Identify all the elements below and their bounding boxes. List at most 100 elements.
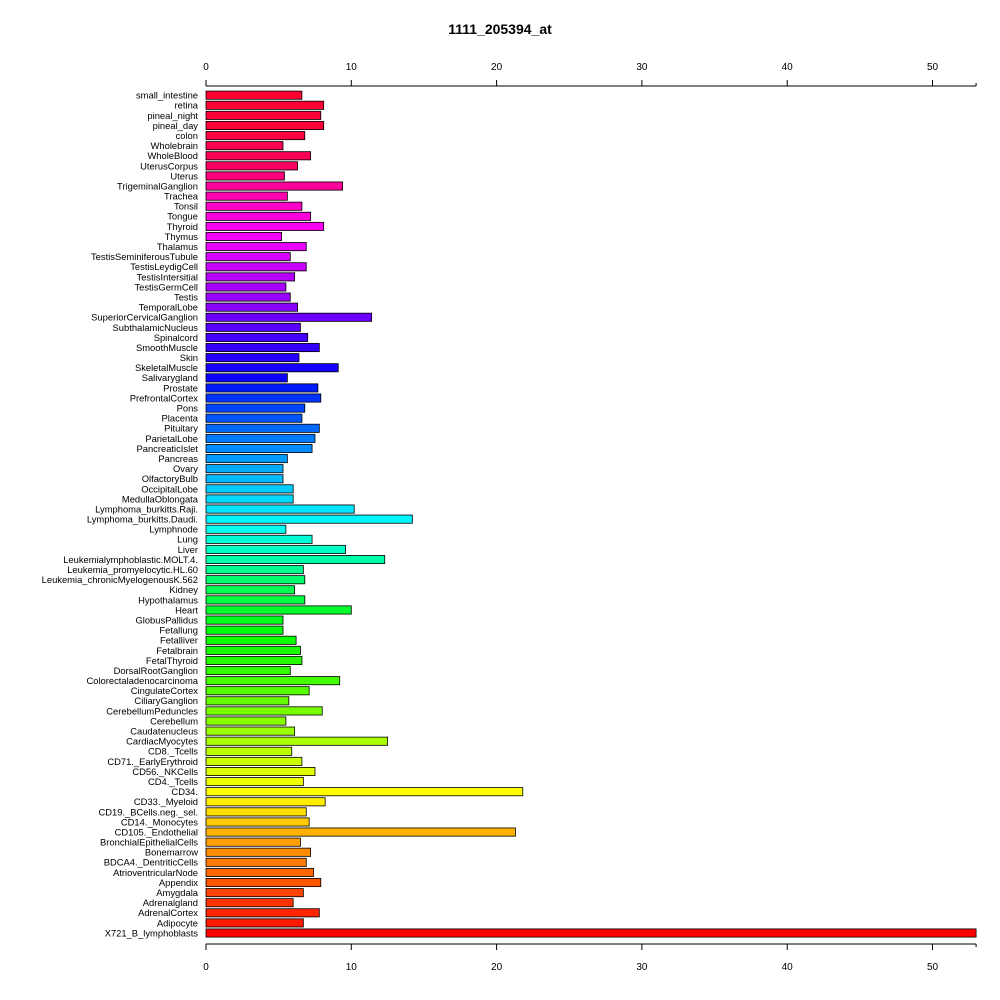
bar xyxy=(205,464,284,474)
bar xyxy=(205,686,310,696)
category-label: Fetallung xyxy=(159,625,198,636)
bar xyxy=(205,423,320,433)
category-label: Wholebrain xyxy=(151,140,198,151)
bar xyxy=(205,312,373,322)
category-label: CD19._BCells.neg._sel. xyxy=(98,806,198,817)
category-label: SubthalamicNucleus xyxy=(113,322,199,333)
bar xyxy=(205,797,326,807)
bar xyxy=(205,292,291,302)
category-label: CingulateCortex xyxy=(131,685,199,696)
bar xyxy=(205,625,284,635)
category-label: MedullaOblongata xyxy=(122,493,199,504)
category-label: Pons xyxy=(177,403,199,414)
category-label: Amygdala xyxy=(156,887,198,898)
category-label: Testis xyxy=(174,291,198,302)
category-label: WholeBlood xyxy=(147,150,198,161)
chart-title: 1111_205394_at xyxy=(448,21,552,37)
bar xyxy=(205,666,291,676)
bar xyxy=(205,837,301,847)
category-label: Lymphoma_burkitts.Daudi. xyxy=(87,514,198,525)
bar xyxy=(205,726,296,736)
category-label: pineal_day xyxy=(153,120,199,131)
category-label: Kidney xyxy=(169,584,198,595)
category-label: CardiacMyocytes xyxy=(126,736,198,747)
bar xyxy=(205,454,288,464)
category-label: Thyroid xyxy=(167,221,198,232)
x-tick-label-bottom: 40 xyxy=(782,962,794,973)
bar xyxy=(205,767,316,777)
bar xyxy=(205,534,313,544)
category-label: Thalamus xyxy=(157,241,198,252)
bar xyxy=(205,131,306,141)
category-label: FetalThyroid xyxy=(146,655,198,666)
category-label: PancreaticIslet xyxy=(137,443,199,454)
category-label: Pituitary xyxy=(164,423,198,434)
bar xyxy=(205,343,320,353)
bar xyxy=(205,262,307,272)
bar xyxy=(205,807,307,817)
category-label: CD33._Myeloid xyxy=(134,796,198,807)
category-label: BronchialEpithelialCells xyxy=(100,837,198,848)
category-label: TestisLeydigCell xyxy=(130,261,198,272)
bar xyxy=(205,595,306,605)
category-label: CD71._EarlyErythroid xyxy=(107,756,198,767)
bar xyxy=(205,888,304,898)
category-label: OlfactoryBulb xyxy=(142,473,198,484)
bar xyxy=(205,403,306,413)
bar xyxy=(205,746,293,756)
bar xyxy=(205,443,313,453)
category-label: CD14._Monocytes xyxy=(121,816,198,827)
category-label: X721_B_lymphoblasts xyxy=(105,927,199,938)
category-label: TestisSeminiferousTubule xyxy=(91,251,198,262)
category-label: Caudatenucleus xyxy=(130,726,198,737)
category-label: SkeletalMuscle xyxy=(135,362,198,373)
bar xyxy=(205,928,977,938)
bar xyxy=(205,393,322,403)
x-tick-label-top: 0 xyxy=(203,62,209,73)
category-label: pineal_night xyxy=(147,110,198,121)
bar xyxy=(205,272,296,282)
category-label: Cerebellum xyxy=(150,715,198,726)
bar xyxy=(205,363,339,373)
category-label: SuperiorCervicalGanglion xyxy=(91,312,198,323)
category-label: Skin xyxy=(180,352,198,363)
bar xyxy=(205,232,282,242)
category-label: Prostate xyxy=(163,382,198,393)
category-label: AtrioventricularNode xyxy=(113,867,198,878)
x-tick-label-bottom: 20 xyxy=(491,962,503,973)
bar xyxy=(205,322,301,332)
category-label: PrefrontalCortex xyxy=(130,392,199,403)
category-label: Leukemia_promyelocytic.HL.60 xyxy=(67,564,198,575)
bar xyxy=(205,706,323,716)
category-label: CD8._Tcells xyxy=(148,746,198,757)
category-label: ParietalLobe xyxy=(145,433,198,444)
category-label: CiliaryGanglion xyxy=(134,695,198,706)
bar xyxy=(205,353,300,363)
bar xyxy=(205,383,319,393)
category-label: Fetalbrain xyxy=(156,645,198,656)
bar xyxy=(205,181,343,191)
x-tick-label-bottom: 0 xyxy=(203,962,209,973)
x-tick-label-bottom: 50 xyxy=(927,962,939,973)
category-label: Lung xyxy=(177,534,198,545)
bar xyxy=(205,787,524,797)
x-tick-label-bottom: 30 xyxy=(636,962,648,973)
x-tick-label-top: 40 xyxy=(782,62,794,73)
x-tick-label-top: 30 xyxy=(636,62,648,73)
bar xyxy=(205,302,298,312)
category-label: Tongue xyxy=(167,211,198,222)
category-label: TestisIntersitial xyxy=(137,271,198,282)
bar xyxy=(205,817,310,827)
bar xyxy=(205,151,312,161)
category-label: Adrenalgland xyxy=(143,897,198,908)
bar xyxy=(205,908,320,918)
category-label: BDCA4._DentriticCells xyxy=(104,857,199,868)
x-tick-label-top: 50 xyxy=(927,62,939,73)
category-label: Colorectaladenocarcinoma xyxy=(86,675,198,686)
category-label: Bonemarrow xyxy=(145,847,198,858)
bar xyxy=(205,847,312,857)
category-label: UterusCorpus xyxy=(140,160,198,171)
category-label: Fetalliver xyxy=(160,635,198,646)
category-label: CD56._NKCells xyxy=(132,766,198,777)
bar xyxy=(205,494,294,504)
